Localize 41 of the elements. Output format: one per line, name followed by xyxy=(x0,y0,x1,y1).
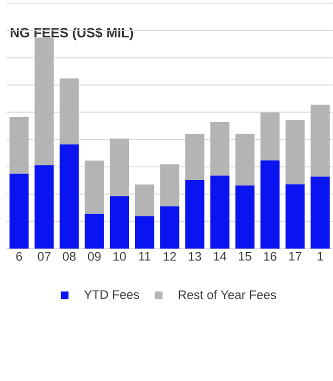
x-tick-label: 10 xyxy=(113,252,126,261)
x-tick-label: 15 xyxy=(238,252,252,261)
x-tick-label: 08 xyxy=(62,252,76,261)
bar xyxy=(134,216,154,249)
bar xyxy=(34,165,54,249)
bar xyxy=(285,184,305,249)
bar xyxy=(260,112,280,160)
bar xyxy=(260,160,280,249)
bar xyxy=(84,214,104,249)
x-tick-label: 07 xyxy=(38,252,50,261)
bar xyxy=(160,164,180,206)
bar xyxy=(310,104,330,177)
bar xyxy=(60,144,79,249)
bar xyxy=(110,196,129,249)
bar xyxy=(185,180,204,249)
x-tick-label: 11 xyxy=(138,252,150,261)
bar xyxy=(185,134,204,180)
bar xyxy=(235,134,254,186)
bar xyxy=(160,206,180,249)
bar xyxy=(84,160,104,214)
bar xyxy=(9,174,29,249)
x-tick-label: 13 xyxy=(188,252,201,261)
x-tick-label: 6 xyxy=(16,252,22,261)
bar xyxy=(310,176,330,249)
bar xyxy=(60,78,79,144)
x-tick-label: 12 xyxy=(164,252,176,261)
x-tick-label: 14 xyxy=(214,252,226,261)
bar xyxy=(285,120,305,184)
legend-label: YTD Fees xyxy=(84,290,140,299)
x-tick-label: 16 xyxy=(264,252,276,261)
bar xyxy=(110,138,129,196)
bar xyxy=(34,38,54,166)
x-tick-label: 1 xyxy=(318,252,323,261)
x-tick-label: 09 xyxy=(88,252,101,261)
bar xyxy=(210,122,230,176)
bar xyxy=(9,116,29,174)
x-tick-label: 17 xyxy=(289,252,302,261)
bar xyxy=(134,184,154,216)
bar xyxy=(235,186,254,249)
legend-label: Rest of Year Fees xyxy=(178,290,276,300)
bar xyxy=(210,176,230,249)
